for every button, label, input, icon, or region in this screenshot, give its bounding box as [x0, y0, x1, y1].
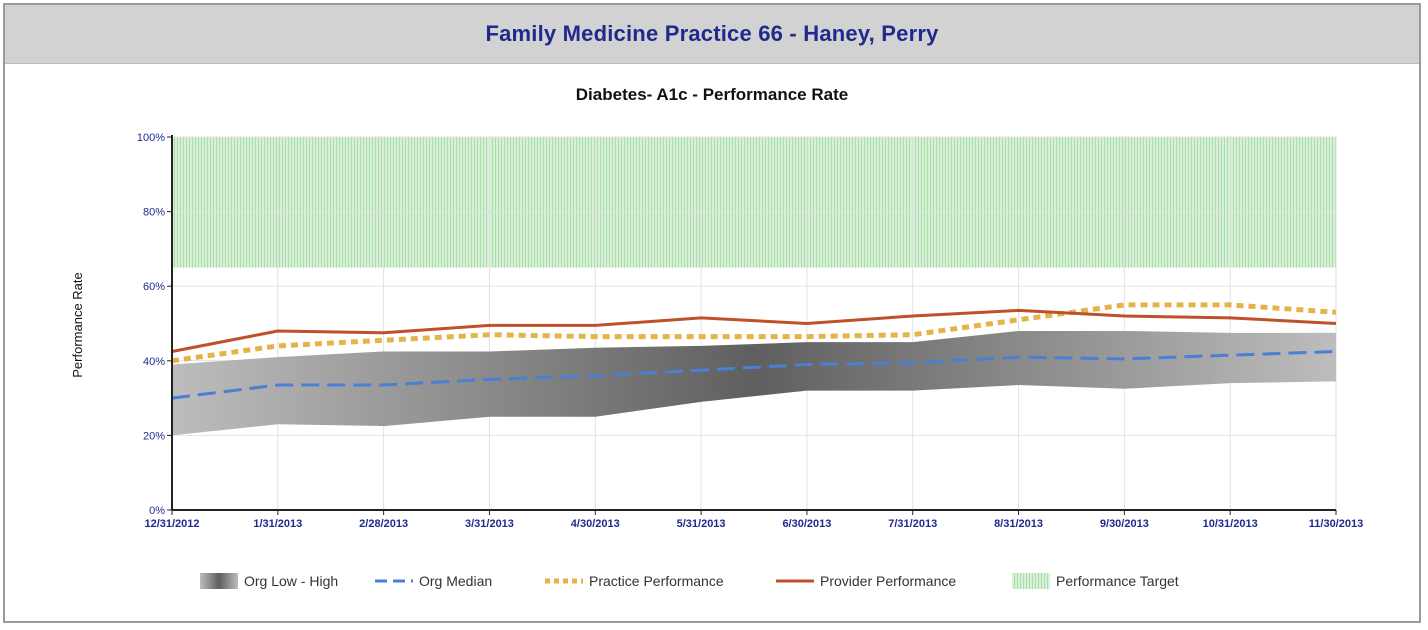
org-low-high-band [172, 330, 1336, 436]
x-tick-label-9: 9/30/2013 [1100, 518, 1149, 530]
header-bar: Family Medicine Practice 66 - Haney, Per… [5, 5, 1419, 64]
legend-label: Performance Target [1056, 573, 1179, 589]
chart-frame: Family Medicine Practice 66 - Haney, Per… [3, 3, 1421, 623]
legend-swatch-band [200, 573, 238, 589]
x-tick-label-0: 12/31/2012 [144, 518, 199, 530]
legend-label: Org Low - High [244, 573, 338, 589]
legend-label: Practice Performance [589, 573, 724, 589]
y-axis-label: Performance Rate [70, 272, 85, 378]
legend-item-0: Org Low - High [200, 573, 338, 589]
x-tick-label-11: 11/30/2013 [1309, 518, 1363, 530]
x-tick-label-10: 10/31/2013 [1203, 518, 1258, 530]
y-tick-label-0: 0% [149, 505, 165, 517]
legend-item-4: Performance Target [1012, 573, 1179, 589]
x-tick-label-1: 1/31/2013 [253, 518, 302, 530]
series-org-median [171, 350, 1337, 400]
y-tick-label-5: 100% [137, 132, 165, 144]
y-tick-label-3: 60% [143, 281, 165, 293]
legend-label: Provider Performance [820, 573, 956, 589]
y-tick-label-1: 20% [143, 430, 165, 442]
legend-swatch-target [1012, 573, 1050, 589]
x-tick-label-5: 5/31/2013 [677, 518, 726, 530]
chart-title: Diabetes- A1c - Performance Rate [576, 85, 848, 104]
x-tick-label-7: 7/31/2013 [888, 518, 937, 530]
legend-label: Org Median [419, 573, 492, 589]
x-tick-label-2: 2/28/2013 [359, 518, 408, 530]
series-provider-performance [171, 308, 1337, 353]
performance-target-zone [172, 137, 1336, 268]
x-tick-label-8: 8/31/2013 [994, 518, 1043, 530]
x-tick-label-4: 4/30/2013 [571, 518, 620, 530]
y-tick-label-4: 80% [143, 207, 165, 219]
x-tick-label-6: 6/30/2013 [782, 518, 831, 530]
x-tick-label-3: 3/31/2013 [465, 518, 514, 530]
y-tick-label-2: 40% [143, 356, 165, 368]
series-practice-performance [171, 302, 1337, 364]
legend-item-3: Provider Performance [776, 573, 956, 589]
legend-item-1: Org Median [375, 573, 492, 589]
page-title: Family Medicine Practice 66 - Haney, Per… [485, 21, 939, 46]
legend-item-2: Practice Performance [545, 573, 724, 589]
